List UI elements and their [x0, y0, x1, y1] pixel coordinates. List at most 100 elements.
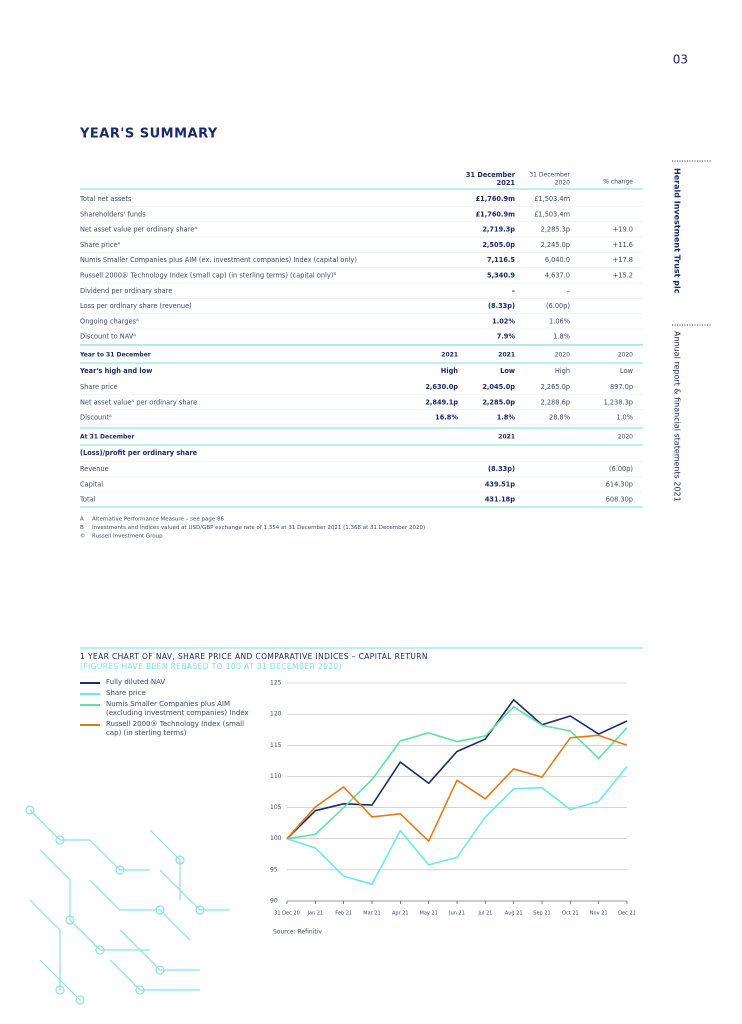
cell-text: +19.0 — [613, 226, 633, 234]
series-line — [286, 699, 628, 840]
cell-text: Low — [620, 367, 634, 375]
cell-text: High — [555, 367, 570, 375]
cell-text: 2021 — [497, 179, 516, 187]
x-tick-label: Sep 21 — [533, 911, 550, 917]
x-tick-label: 31 Dec 20 — [274, 911, 300, 917]
page-number: 03 — [673, 53, 688, 67]
cell-text: Loss per ordinary share (revenue) — [80, 302, 192, 310]
x-tick-label: Mar 21 — [363, 911, 380, 917]
legend-item: Fully diluted NAV — [80, 678, 255, 687]
cell-text: 897.0p — [610, 383, 633, 391]
x-tick-label: Apr 21 — [392, 911, 409, 917]
cell-text: (8.33p) — [488, 302, 515, 310]
decoration — [25, 805, 230, 1005]
series-line — [286, 734, 628, 843]
cell-text: B — [80, 525, 84, 531]
x-tick-label: Oct 21 — [562, 911, 579, 917]
y-tick-label: 110 — [270, 773, 282, 780]
cell-text: Russell 2000® Technology Index (small ca… — [80, 272, 336, 280]
cell-text: 2,505.0p — [482, 241, 515, 249]
cell-text: Russell Investment Group — [92, 534, 163, 540]
cell-text: Share price — [80, 383, 118, 391]
cell-text: 2,849.1p — [425, 398, 458, 406]
cell-text: 2,630.0p — [425, 383, 458, 391]
cell-text: 28.8% — [549, 414, 570, 422]
cell-text: – — [512, 287, 515, 295]
cell-text: 2020 — [618, 352, 633, 359]
cell-text: Dividend per ordinary share — [80, 287, 172, 295]
cell-text: Low — [500, 367, 515, 375]
cell-text: 2020 — [555, 180, 570, 187]
x-tick-label: Jun 21 — [448, 911, 465, 917]
x-tick-label: Aug 21 — [505, 911, 523, 917]
legend: Fully diluted NAV Share price Numis Smalle… — [80, 678, 255, 740]
cell-text: Total net assets — [79, 195, 132, 203]
cell-text: (Loss)/profit per ordinary share — [80, 449, 198, 457]
cell-text: 1.8% — [497, 414, 516, 422]
page-title: YEAR'S SUMMARY — [79, 127, 218, 142]
cell-text: 2,045.0p — [482, 383, 515, 391]
cell-text: (8.33p) — [488, 465, 515, 473]
cell-text: 1.0% — [616, 414, 633, 422]
cell-text: £1,503.4m — [534, 195, 570, 203]
cell-text: 2021 — [498, 352, 515, 359]
cell-text: 2020 — [618, 434, 633, 441]
legend-swatch — [80, 692, 100, 695]
cell-text: £1,760.9m — [476, 210, 516, 218]
cell-text: 2,719.3p — [482, 226, 515, 234]
cell-text: Total — [79, 496, 96, 504]
cell-text: Shareholders' funds — [80, 210, 146, 218]
cell-text: (6.00p) — [546, 302, 570, 310]
cell-text: 431.18p — [485, 496, 515, 504]
y-tick-label: 95 — [270, 866, 278, 873]
y-tick-label: 105 — [270, 804, 282, 811]
x-tick-label: Jan 21 — [306, 911, 323, 917]
legend-label: Numis Smaller Companies plus AIM (exclud… — [106, 700, 249, 717]
cell-text: Ongoing chargesᴬ — [80, 317, 139, 325]
cell-text: 2,285.0p — [482, 398, 515, 406]
legend-swatch — [80, 703, 100, 706]
cell-text: £1,503.4m — [534, 210, 570, 218]
y-tick-label: 90 — [270, 898, 278, 905]
cell-text: A — [80, 517, 84, 523]
legend-label: Fully diluted NAV — [106, 678, 166, 686]
legend-swatch — [80, 723, 100, 726]
y-tick-label: 120 — [270, 711, 282, 718]
cell-text: © — [80, 533, 86, 540]
source: Source: Refinitiv — [273, 929, 322, 936]
cell-text: Revenue — [80, 465, 109, 473]
cell-text: 6,040.0 — [545, 256, 570, 264]
cell-text: Share priceᴬ — [80, 241, 121, 249]
cell-text: 2,245.0p — [541, 241, 570, 249]
cell-text: 1.02% — [492, 317, 515, 325]
cell-text: Alternative Performance Measure – see pa… — [92, 517, 225, 523]
y-tick-label: 125 — [270, 680, 282, 687]
sidebar-text: Herald Investment Trust plc — [673, 168, 682, 294]
cell-text: +17.8 — [613, 256, 633, 264]
legend-swatch — [80, 681, 100, 684]
cell-text: 1,238.3p — [604, 398, 633, 406]
cell-text: 31 December — [466, 171, 516, 179]
sidebar-text: Annual report & financial statements 202… — [673, 331, 682, 502]
cell-text: Discountᴬ — [80, 414, 112, 422]
cell-text: Year's high and low — [79, 367, 152, 375]
x-tick-label: May 21 — [420, 911, 438, 917]
cell-text: 31 December — [529, 172, 570, 179]
series-line — [286, 765, 628, 885]
chart-subtitle: (FIGURES HAVE BEEN REBASED TO 100 AT 31 … — [80, 662, 342, 671]
x-tick-label: Feb 21 — [335, 911, 352, 917]
cell-text: Year to 31 December — [79, 352, 151, 359]
legend-item: Share price — [80, 689, 255, 698]
legend-item: Russell 2000® Technology Index (small ca… — [80, 720, 255, 738]
series-line — [286, 705, 628, 840]
cell-text: Net asset value per ordinary shareᴬ — [80, 226, 197, 234]
cell-text: 16.8% — [435, 414, 458, 422]
legend-label: Russell 2000® Technology Index (small ca… — [106, 720, 245, 737]
cell-text: At 31 December — [80, 434, 134, 441]
y-tick-label: 115 — [270, 742, 282, 749]
cell-text: 1.8% — [553, 333, 570, 341]
y-tick-label: 100 — [270, 835, 282, 842]
cell-text: 614.30p — [606, 480, 633, 488]
